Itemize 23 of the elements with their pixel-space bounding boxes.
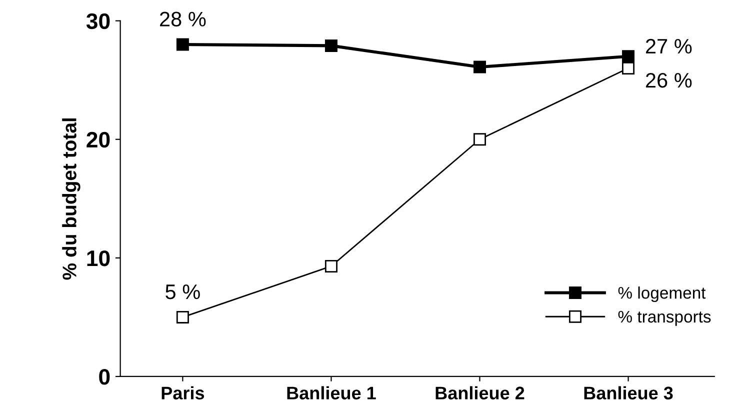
legend-label: % logement xyxy=(618,286,706,302)
point xyxy=(176,310,189,324)
y-tick-label: 20 xyxy=(86,132,110,148)
point xyxy=(324,260,338,272)
x-tick-label: Banlieue 2 xyxy=(436,386,524,400)
data-label: 27 % xyxy=(646,38,692,54)
point xyxy=(473,133,486,146)
point xyxy=(622,50,635,63)
data-label: 5 % xyxy=(166,284,200,300)
x-tick-label: Banlieue 3 xyxy=(584,386,673,400)
y-tick-label: 0 xyxy=(99,369,110,385)
x-tick-label: Paris xyxy=(162,386,204,400)
point xyxy=(622,62,635,74)
point xyxy=(473,60,486,74)
x-tick-label: Banlieue 1 xyxy=(287,386,376,400)
y-tick-label: 30 xyxy=(86,13,110,30)
legend-label: % transports xyxy=(618,310,711,326)
data-label: 26 % xyxy=(646,72,692,88)
data-label: 28 % xyxy=(160,12,206,27)
y-axis-title: % du budget total xyxy=(62,118,80,280)
point xyxy=(176,38,189,51)
y-tick-label: 10 xyxy=(87,250,110,266)
point xyxy=(324,39,338,52)
